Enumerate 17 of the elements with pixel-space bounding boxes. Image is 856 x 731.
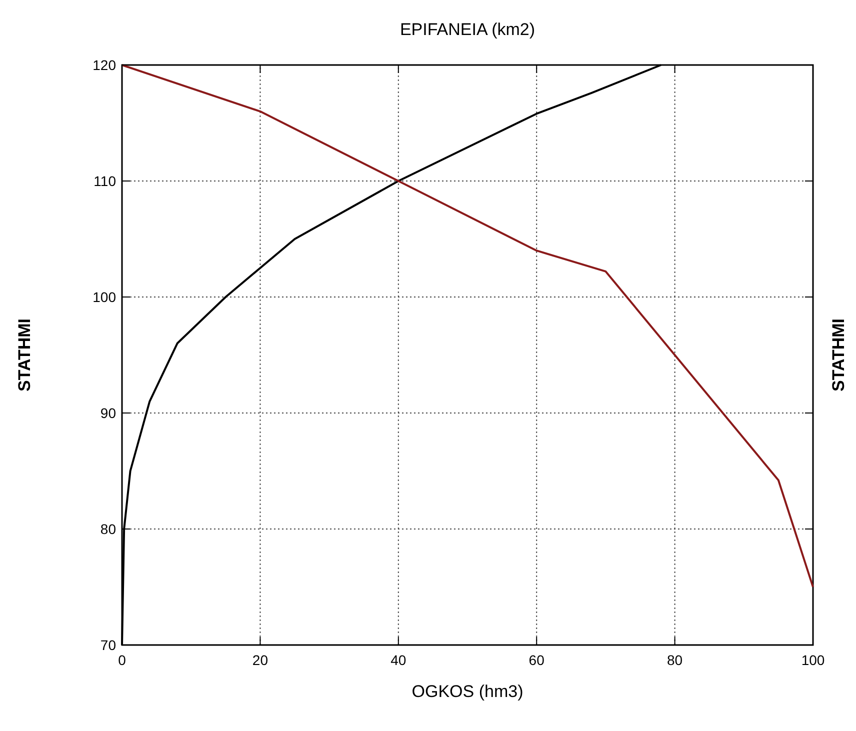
y2-axis-title: STATHMI [829,318,848,392]
y-tick-label: 80 [100,521,116,537]
y-axis-title: STATHMI [15,318,34,392]
x-axis-title: OGKOS (hm3) [412,682,524,701]
y-tick-label: 100 [92,289,116,305]
x-tick-label: 60 [528,652,545,668]
y-tick-label: 90 [100,405,116,421]
y-tick-label: 70 [100,637,116,653]
x-tick-label: 100 [801,652,825,668]
x-tick-label: 80 [667,652,683,668]
line-series [121,64,814,588]
y-tick-label: 120 [92,57,116,73]
x-tick-label: 20 [252,652,268,668]
x-tick-label: 0 [118,652,126,668]
x-tick-label: 40 [390,652,406,668]
y-tick-label: 110 [94,173,116,189]
x2-axis-title: EPIFANEIA (km2) [400,20,536,39]
